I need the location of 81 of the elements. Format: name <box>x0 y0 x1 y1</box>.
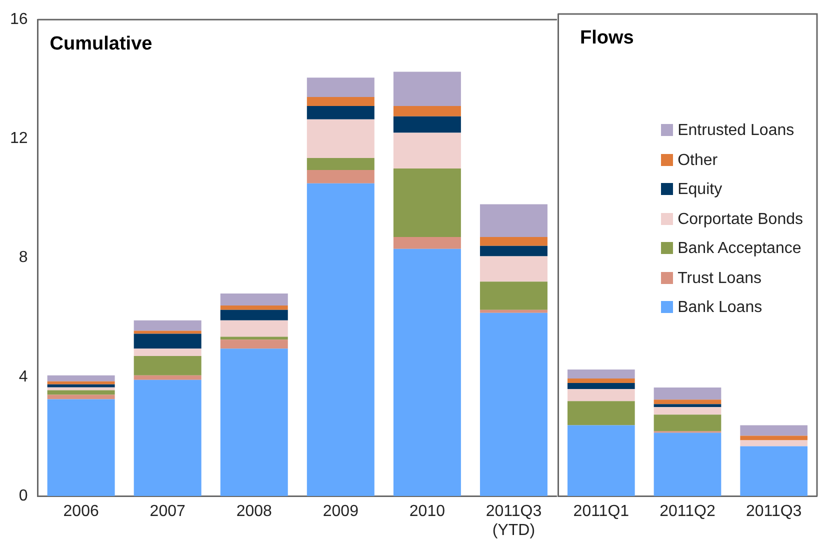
bar <box>47 399 115 496</box>
bar <box>47 375 115 382</box>
bar <box>393 248 461 496</box>
bar <box>220 340 288 349</box>
bar <box>306 97 374 106</box>
bar <box>134 348 202 356</box>
bar <box>480 236 548 246</box>
bar <box>480 256 548 282</box>
bar <box>740 425 808 436</box>
bar <box>480 282 548 310</box>
bar <box>567 369 635 379</box>
bar <box>567 383 635 390</box>
y-tick-label: 8 <box>18 249 28 266</box>
bar <box>393 236 461 249</box>
bar <box>740 436 808 440</box>
bar <box>567 425 635 496</box>
bar <box>220 320 288 337</box>
bar <box>393 168 461 237</box>
bar <box>306 158 374 170</box>
bar <box>654 414 722 432</box>
x-tick-label: 2011Q3 (YTD) <box>486 503 542 540</box>
y-tick-label: 12 <box>10 130 28 148</box>
x-tick-label: 2009 <box>322 503 359 520</box>
bar <box>47 394 115 400</box>
bar <box>654 400 722 404</box>
bar <box>47 381 115 384</box>
bar <box>306 119 374 158</box>
y-tick-label: 16 <box>10 11 28 28</box>
bar <box>47 390 115 395</box>
y-tick-label: 4 <box>18 368 28 386</box>
x-tick-label: 2011Q1 <box>573 503 630 520</box>
bar <box>134 334 202 349</box>
bar <box>393 72 461 106</box>
bar <box>220 305 288 310</box>
x-tick-label: 2007 <box>150 503 186 520</box>
bar <box>306 78 374 98</box>
bar <box>654 404 722 408</box>
x-tick-label: 2006 <box>63 503 99 520</box>
bar <box>134 320 202 331</box>
bar <box>134 375 202 380</box>
bar <box>134 380 202 496</box>
bar <box>134 356 202 376</box>
legend-label: Trust Loans <box>678 270 762 286</box>
bar <box>47 384 115 388</box>
bar <box>306 106 374 120</box>
bar <box>740 446 808 496</box>
x-tick-label: 2011Q2 <box>660 503 716 520</box>
legend-label: Bank Loans <box>678 299 762 316</box>
bar <box>393 106 461 116</box>
x-tick-label: 2008 <box>236 503 272 520</box>
bar <box>480 246 548 256</box>
bar <box>654 388 722 400</box>
legend-label: Entrusted Loans <box>678 122 794 139</box>
bar <box>654 432 722 496</box>
bar <box>134 330 202 334</box>
legend-label: Equity <box>678 181 722 198</box>
bar <box>220 310 288 320</box>
bar <box>306 183 374 496</box>
legend-label: Other <box>678 152 718 168</box>
bar <box>740 440 808 446</box>
bar <box>306 170 374 184</box>
bar <box>393 116 461 133</box>
bar <box>220 294 288 306</box>
bar <box>220 348 288 496</box>
bar <box>393 132 461 168</box>
bar <box>567 389 635 402</box>
bar <box>480 312 548 496</box>
bar <box>480 204 548 237</box>
x-tick-label: 2011Q3 <box>746 503 802 520</box>
bar <box>567 378 635 384</box>
bar <box>654 407 722 415</box>
y-tick-label: 0 <box>18 487 28 504</box>
bar <box>47 387 115 390</box>
x-tick-label: 2010 <box>409 503 446 520</box>
text: Cumulative <box>50 33 152 54</box>
chart-title: Flows <box>580 28 634 49</box>
bar <box>480 310 548 313</box>
legend-label: Bank Acceptance <box>678 240 802 257</box>
bar <box>567 401 635 426</box>
bar <box>220 336 288 340</box>
legend-label: Corportate Bonds <box>678 210 803 228</box>
